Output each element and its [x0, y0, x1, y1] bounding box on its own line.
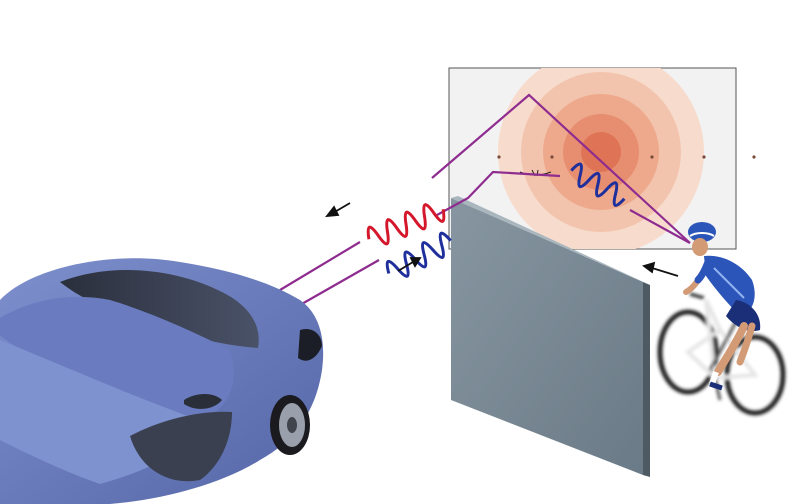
bicycle-icon [657, 292, 786, 416]
incident-wave [385, 231, 452, 278]
rider [683, 222, 761, 391]
cyclist-icon [657, 222, 786, 416]
plane-markers [497, 155, 756, 159]
arrow-cyclist-icon [642, 261, 679, 277]
arrow-right-icon [397, 257, 422, 272]
wall-panel [451, 196, 650, 477]
reflection-field-plane [448, 67, 756, 250]
car-icon [0, 258, 324, 504]
signal-paths [279, 93, 691, 306]
arrow-left-icon [325, 202, 351, 218]
cyclist-wave [570, 162, 626, 207]
field-rings [498, 68, 704, 249]
reflected-wave [366, 203, 446, 246]
direction-arrows [325, 202, 679, 277]
